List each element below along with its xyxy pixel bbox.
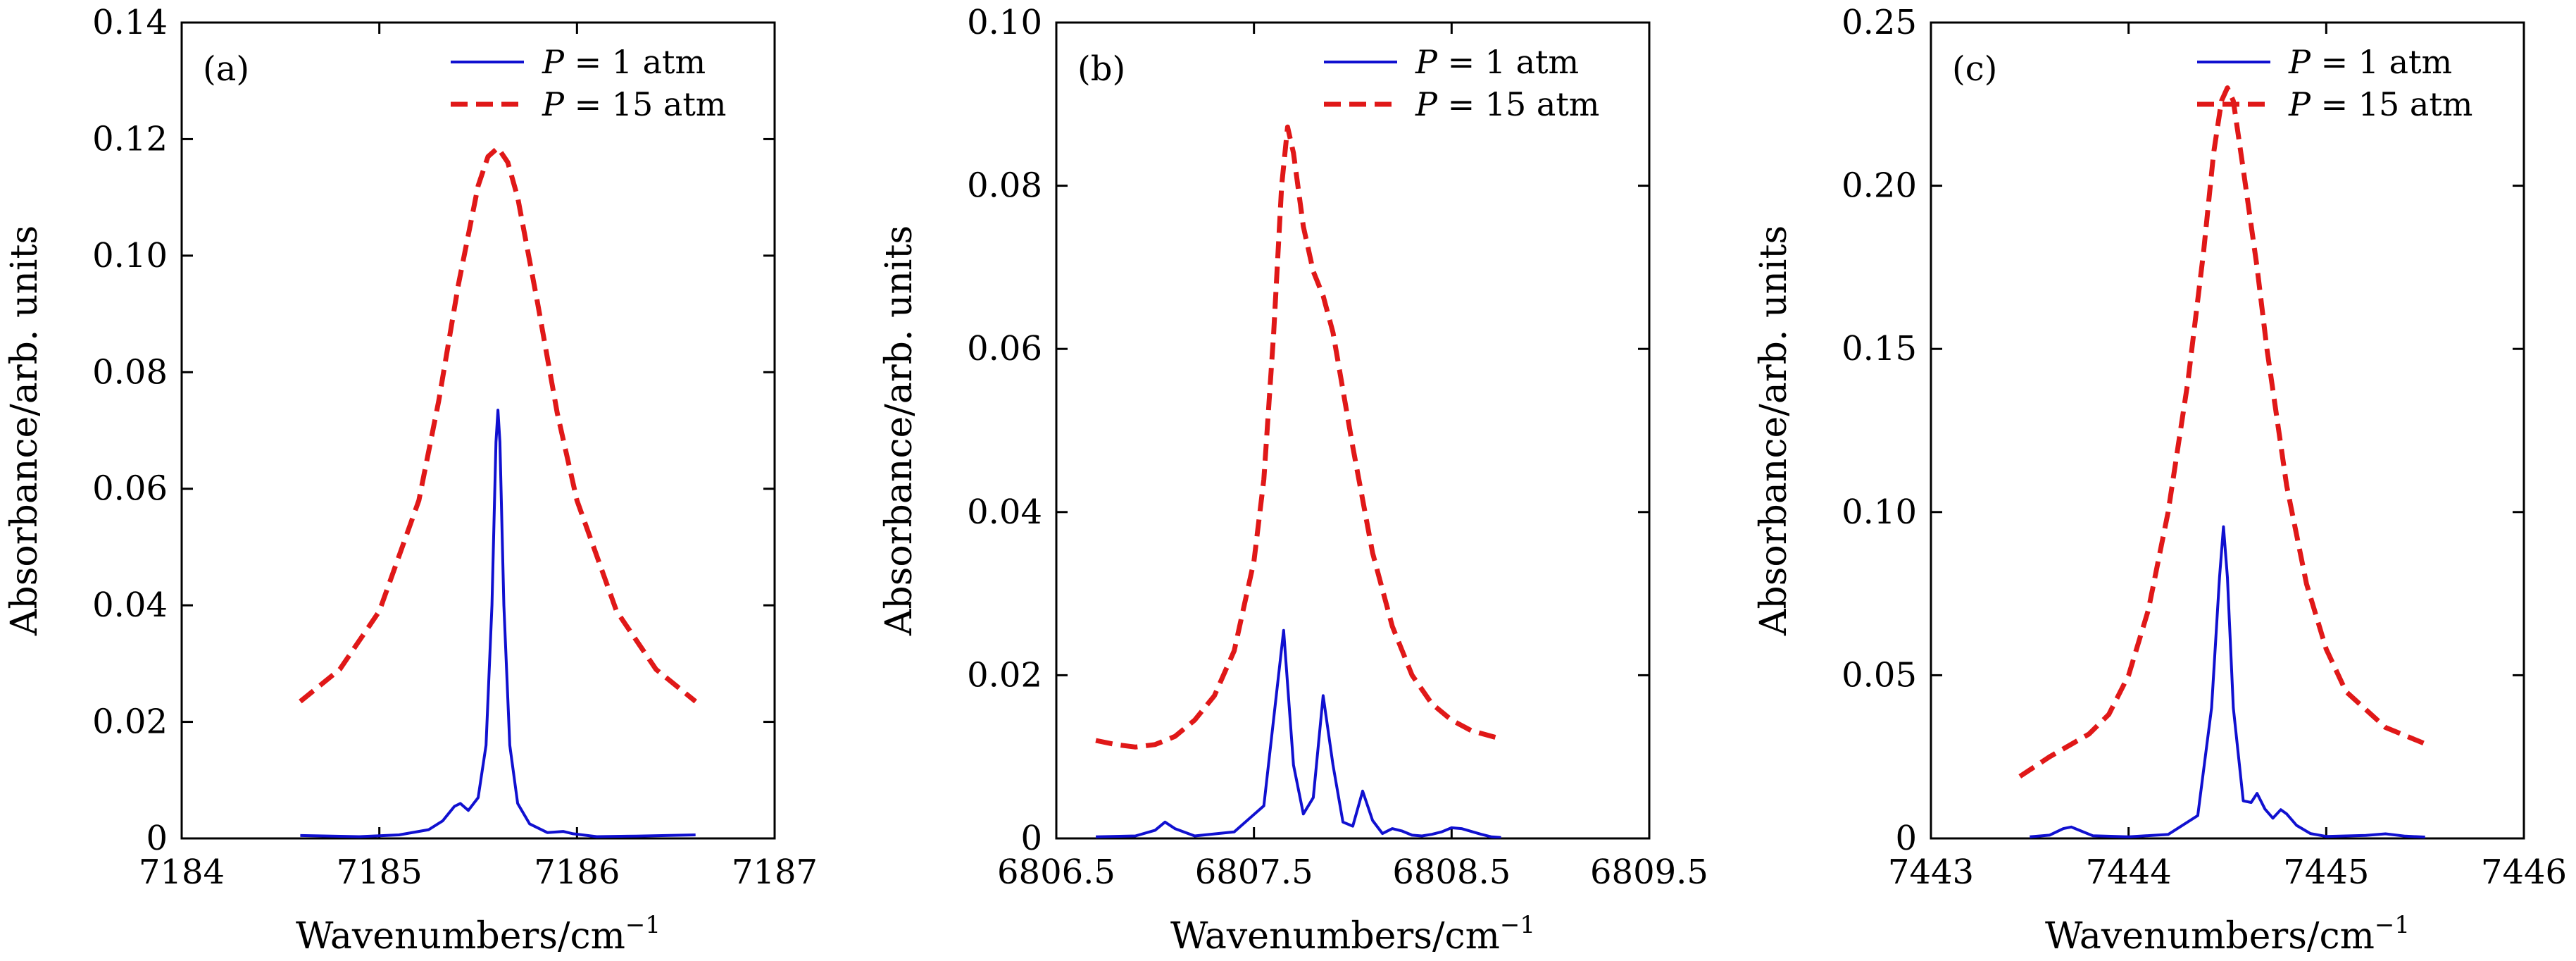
x-tick-label: 7443: [1888, 852, 1974, 892]
y-tick-label: 0.25: [1842, 3, 1917, 42]
x-tick-label: 7187: [732, 852, 818, 892]
plot-frame: [180, 21, 776, 840]
legend-label: P = 1 atm: [2288, 43, 2452, 81]
x-tick-label: 6809.5: [1590, 852, 1708, 892]
legend-label: P = 15 atm: [542, 85, 726, 123]
legend-label: P = 1 atm: [542, 43, 706, 81]
x-tick-label: 7184: [139, 852, 225, 892]
legend-label: P = 15 atm: [2288, 85, 2472, 123]
y-tick-label: 0.10: [967, 3, 1042, 42]
series-line-p1: [2030, 525, 2425, 838]
y-tick-label: 0.10: [1842, 492, 1917, 532]
panel-label: (c): [1952, 49, 1997, 89]
x-tick-label: 6806.5: [997, 852, 1115, 892]
x-tick-label: 7445: [2283, 852, 2369, 892]
y-tick-label: 0.08: [92, 352, 168, 392]
legend-label: P = 15 atm: [1415, 85, 1599, 123]
x-axis-label: Wavenumbers/cm−1: [2045, 911, 2410, 957]
y-tick-label: 0.05: [1842, 655, 1917, 695]
x-tick-label: 6808.5: [1392, 852, 1511, 892]
x-axis-label: Wavenumbers/cm−1: [1170, 911, 1535, 957]
series-line-p1: [1096, 628, 1501, 838]
y-axis-label: Absorbance/arb. units: [4, 225, 46, 636]
legend-label: P = 1 atm: [1415, 43, 1579, 81]
series-line-p15: [1095, 124, 1502, 750]
y-tick-label: 0.04: [92, 585, 168, 625]
chart-panel-3: 0 0.05 0.10 0.15 0.20 0.25 7443 7444 7445 7446 Wav…: [1753, 3, 2567, 957]
y-tick-label: 0.12: [92, 119, 168, 159]
y-tick-label: 0.02: [92, 702, 168, 742]
x-axis-label: Wavenumbers/cm−1: [296, 911, 661, 957]
y-tick-label: 0.08: [967, 166, 1042, 206]
x-tick-label: 7444: [2086, 852, 2172, 892]
y-tick-label: 0: [146, 819, 168, 858]
y-tick-label: 0.15: [1842, 329, 1917, 368]
y-tick-label: 0.10: [92, 236, 168, 275]
panel-label: (b): [1077, 49, 1125, 89]
y-tick-label: 0: [1020, 819, 1042, 858]
y-tick-label: 0: [1895, 819, 1917, 858]
x-tick-label: 6807.5: [1195, 852, 1313, 892]
series-line-p1: [300, 409, 696, 838]
y-axis-label: Absorbance/arb. units: [878, 225, 920, 636]
chart-panel-1: 0 0.02 0.04 0.06 0.08 0.10 0.12 0.14 7184 7185 718…: [4, 3, 818, 957]
panel-label: (a): [203, 49, 249, 89]
chart-panel-2: 0 0.02 0.04 0.06 0.08 0.10 6806.5 6807.5 6808.5 6…: [878, 3, 1708, 957]
x-tick-label: 7185: [337, 852, 423, 892]
series-line-p15: [299, 145, 697, 704]
x-tick-label: 7186: [534, 852, 620, 892]
y-tick-label: 0.20: [1842, 166, 1917, 206]
y-tick-label: 0.02: [967, 655, 1042, 695]
y-tick-label: 0.14: [92, 3, 168, 42]
series-line-p15: [2018, 85, 2427, 779]
y-tick-label: 0.04: [967, 492, 1042, 532]
plot-frame: [1930, 21, 2525, 840]
plot-frame: [1055, 21, 1651, 840]
x-tick-label: 7446: [2481, 852, 2567, 892]
y-tick-label: 0.06: [967, 329, 1042, 368]
y-axis-label: Absorbance/arb. units: [1753, 225, 1795, 636]
y-tick-label: 0.06: [92, 469, 168, 509]
